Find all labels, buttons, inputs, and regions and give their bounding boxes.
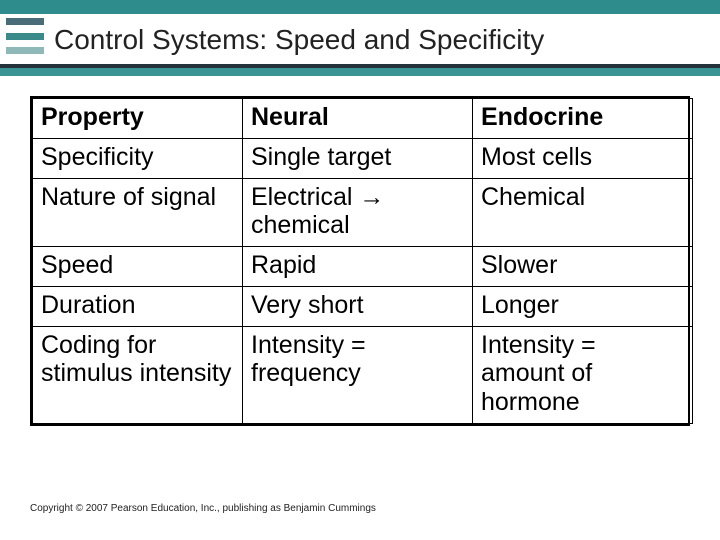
cell: Single target: [243, 138, 473, 178]
cell: Speed: [33, 247, 243, 287]
logo-icon: [6, 18, 44, 54]
copyright-text: Copyright © 2007 Pearson Education, Inc.…: [30, 503, 376, 514]
cell: Intensity = frequency: [243, 326, 473, 423]
cell: Chemical: [473, 178, 693, 247]
table-row: Nature of signal Electrical → chemical C…: [33, 178, 693, 247]
table-row: Duration Very short Longer: [33, 286, 693, 326]
comparison-table: Property Neural Endocrine Specificity Si…: [30, 96, 690, 426]
title-underline-teal: [0, 68, 720, 76]
cell: Electrical → chemical: [243, 178, 473, 247]
cell: Nature of signal: [33, 178, 243, 247]
cell: Intensity = amount of hormone: [473, 326, 693, 423]
cell: Rapid: [243, 247, 473, 287]
col-header: Endocrine: [473, 99, 693, 139]
slide-title: Control Systems: Speed and Specificity: [54, 24, 544, 56]
col-header: Neural: [243, 99, 473, 139]
cell: Specificity: [33, 138, 243, 178]
col-header: Property: [33, 99, 243, 139]
cell: Coding for stimulus intensity: [33, 326, 243, 423]
table-row: Specificity Single target Most cells: [33, 138, 693, 178]
cell: Longer: [473, 286, 693, 326]
table-row: Coding for stimulus intensity Intensity …: [33, 326, 693, 423]
cell: Duration: [33, 286, 243, 326]
cell: Very short: [243, 286, 473, 326]
table-header-row: Property Neural Endocrine: [33, 99, 693, 139]
header-top-stripe: [0, 0, 720, 14]
cell: Slower: [473, 247, 693, 287]
header: Control Systems: Speed and Specificity: [0, 0, 720, 78]
table-row: Speed Rapid Slower: [33, 247, 693, 287]
cell: Most cells: [473, 138, 693, 178]
